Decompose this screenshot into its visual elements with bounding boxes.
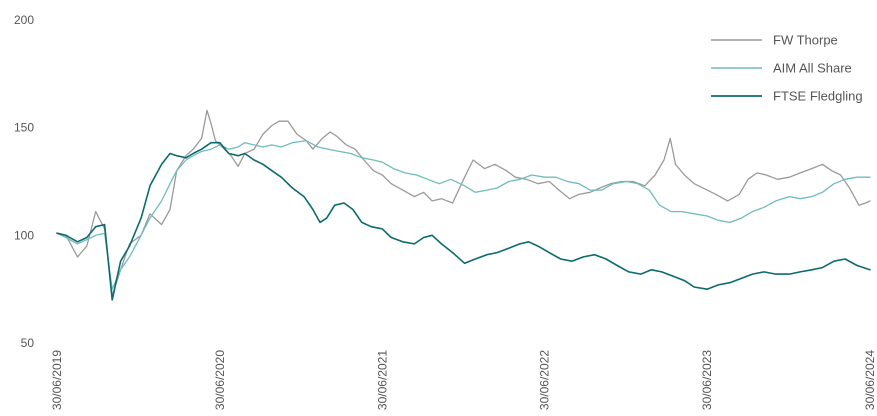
- x-tick-label: 30/06/2019: [50, 350, 64, 410]
- series-line-fw-thorpe: [56, 109, 871, 297]
- legend-label: AIM All Share: [773, 61, 852, 76]
- x-tick-label: 30/06/2022: [538, 350, 552, 410]
- y-tick-label: 150: [14, 121, 34, 135]
- series-line-aim-all-share: [56, 139, 871, 290]
- series-line-ftse-fledgling: [56, 141, 871, 301]
- legend-label: FTSE Fledgling: [773, 89, 863, 104]
- x-tick-label: 30/06/2024: [863, 350, 877, 410]
- x-tick-label: 30/06/2020: [213, 350, 227, 410]
- plot-area: [56, 109, 871, 301]
- y-tick-label: 200: [14, 13, 34, 27]
- x-tick-label: 30/06/2023: [700, 350, 714, 410]
- x-tick-label: 30/06/2021: [375, 350, 389, 410]
- legend: FW Thorpe AIM All Share FTSE Fledgling: [711, 33, 863, 104]
- legend-label: FW Thorpe: [773, 33, 838, 48]
- y-tick-label: 100: [14, 228, 34, 242]
- y-axis: 50 100 150 200: [14, 13, 34, 350]
- y-tick-label: 50: [21, 336, 35, 350]
- x-axis: 30/06/2019 30/06/2020 30/06/2021 30/06/2022…: [50, 350, 877, 410]
